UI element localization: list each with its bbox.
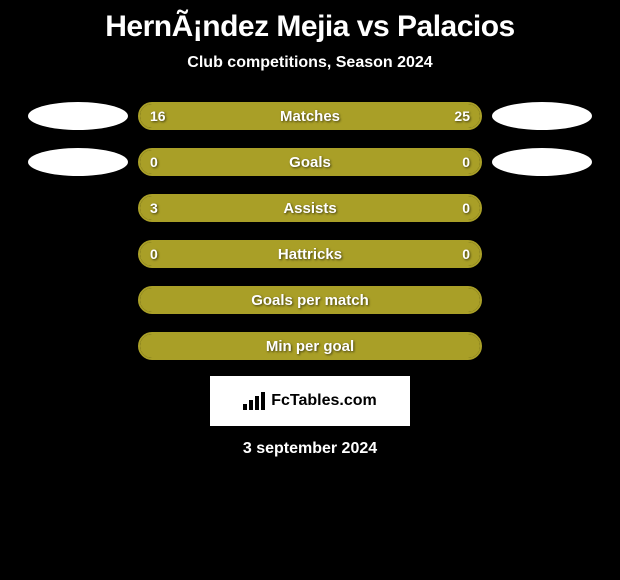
right-avatar-slot	[482, 102, 602, 130]
stat-bar: Goals00	[138, 148, 482, 176]
stat-bar-right	[310, 150, 480, 174]
page-title: HernÃ¡ndez Mejia vs Palacios	[105, 10, 515, 44]
stat-bar-right	[273, 104, 480, 128]
date-label: 3 september 2024	[243, 440, 377, 458]
stat-bar-left	[140, 150, 310, 174]
player-right-avatar	[492, 148, 592, 176]
stat-bar: Goals per match	[138, 286, 482, 314]
stat-row: Assists30	[0, 194, 620, 222]
player-left-avatar	[28, 148, 128, 176]
stat-row: Hattricks00	[0, 240, 620, 268]
player-left-avatar	[28, 102, 128, 130]
left-avatar-slot	[18, 102, 138, 130]
stat-bar-right	[310, 242, 480, 266]
stat-bar-left	[140, 104, 273, 128]
logo-box: FcTables.com	[210, 376, 410, 426]
page-subtitle: Club competitions, Season 2024	[187, 54, 432, 72]
stat-bar: Hattricks00	[138, 240, 482, 268]
stat-row: Goals per match	[0, 286, 620, 314]
stat-bar: Matches1625	[138, 102, 482, 130]
stat-bar: Assists30	[138, 194, 482, 222]
stat-row: Matches1625	[0, 102, 620, 130]
comparison-infographic: HernÃ¡ndez Mejia vs Palacios Club compet…	[0, 0, 620, 458]
player-right-avatar	[492, 102, 592, 130]
stat-row: Goals00	[0, 148, 620, 176]
stat-bar-left	[140, 242, 310, 266]
stat-row: Min per goal	[0, 332, 620, 360]
bars-icon	[243, 392, 265, 410]
stats-area: Matches1625 Goals00 Assists30 Hattricks00 Go…	[0, 102, 620, 360]
stat-bar-left	[140, 196, 402, 220]
stat-bar-left	[140, 288, 480, 312]
stat-bar-right	[402, 196, 480, 220]
logo-text: FcTables.com	[271, 392, 377, 410]
stat-bar-left	[140, 334, 480, 358]
right-avatar-slot	[482, 148, 602, 176]
left-avatar-slot	[18, 148, 138, 176]
stat-bar: Min per goal	[138, 332, 482, 360]
